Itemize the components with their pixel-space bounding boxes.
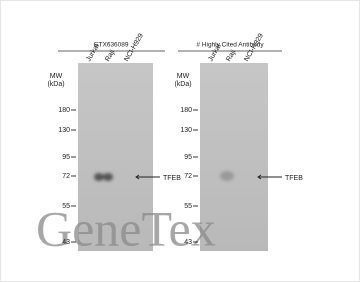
- marker-label: 43: [62, 239, 70, 246]
- marker-label: 130: [180, 127, 192, 134]
- marker-label: 72: [62, 173, 70, 180]
- band: [103, 173, 113, 181]
- marker-label: 95: [184, 154, 192, 161]
- band-label: TFEB: [285, 175, 303, 182]
- marker-label: 95: [62, 154, 70, 161]
- mw-label: MW: [50, 73, 63, 80]
- figure: GTX636089 # Highly Cited Antibody TFEB T…: [0, 0, 360, 282]
- band-label: TFEB: [163, 175, 181, 182]
- mw-label: MW: [177, 73, 190, 80]
- marker-label: 180: [180, 107, 192, 114]
- marker-label: 55: [184, 203, 192, 210]
- marker-label: 72: [184, 173, 192, 180]
- band: [220, 171, 234, 181]
- marker-label: 130: [58, 127, 70, 134]
- mw-label: (kDa): [47, 81, 64, 88]
- band: [94, 173, 104, 181]
- marker-label: 55: [62, 203, 70, 210]
- marker-label: 180: [58, 107, 70, 114]
- marker-label: 43: [184, 239, 192, 246]
- mw-label: (kDa): [174, 81, 191, 88]
